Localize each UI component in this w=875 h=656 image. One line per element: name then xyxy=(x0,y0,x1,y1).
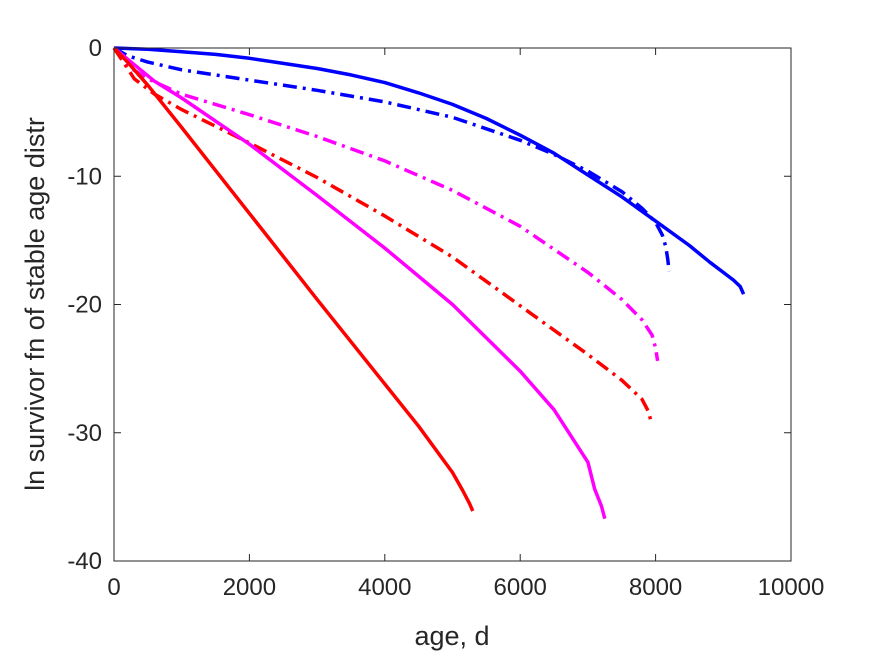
series-line-1 xyxy=(113,46,746,295)
x-tick-label-2: 2000 xyxy=(223,574,276,601)
y-tick-label-3: -20 xyxy=(67,292,102,319)
y-tick-label-4: -30 xyxy=(67,420,102,447)
series-line-6 xyxy=(112,46,475,512)
x-tick-label-4: 6000 xyxy=(494,574,547,601)
x-tick-label-6: 10000 xyxy=(758,574,825,601)
x-axis-label: age, d xyxy=(414,621,489,651)
y-tick-label-1: 0 xyxy=(89,35,102,62)
series-layer xyxy=(112,46,746,520)
tick-layer: 0 2000 4000 6000 8000 10000 0 -10 -20 -30 -40 xyxy=(67,35,824,601)
y-tick-label-2: -10 xyxy=(67,163,102,190)
series-line-5 xyxy=(112,46,607,520)
series-line-2 xyxy=(113,46,671,272)
x-tick-label-5: 8000 xyxy=(629,574,682,601)
y-axis-label: ln survivor fn of stable age distr xyxy=(20,117,50,491)
x-tick-label-3: 4000 xyxy=(358,574,411,601)
y-tick-label-5: -40 xyxy=(67,548,102,575)
x-tick-label-1: 0 xyxy=(107,574,120,601)
